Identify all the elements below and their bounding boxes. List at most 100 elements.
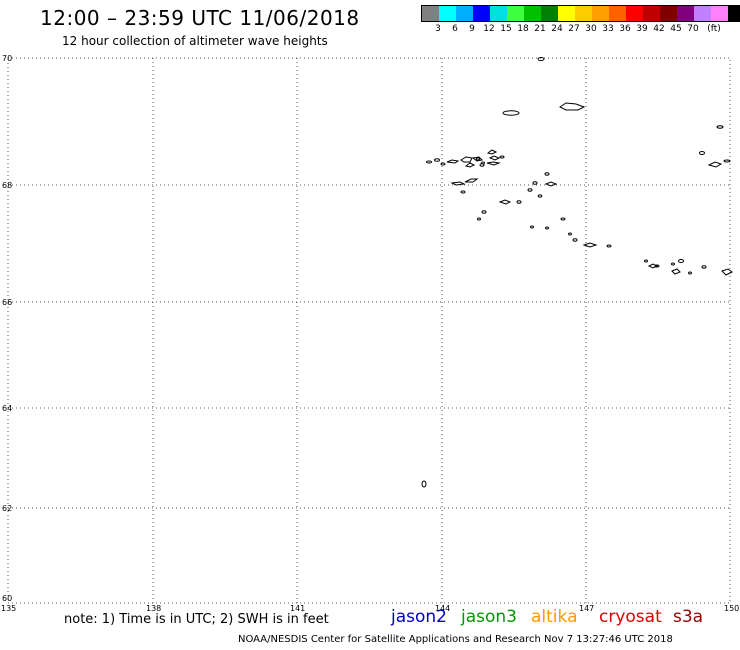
legend-swatch	[473, 6, 490, 21]
legend-label: 33	[602, 24, 614, 34]
island-outline	[464, 178, 479, 183]
island-outline	[559, 102, 586, 111]
legend-label: 39	[636, 24, 648, 34]
island-outline	[654, 264, 660, 268]
legend-swatch	[643, 6, 660, 21]
legend-s3a: s3a	[673, 607, 704, 627]
lat-label-62: 62	[2, 504, 12, 513]
island-outline	[464, 162, 476, 168]
island-outline	[688, 271, 692, 275]
frame-border	[7, 57, 731, 604]
lon-label-147: 147	[579, 604, 594, 613]
island-outline	[486, 161, 501, 166]
island-outline	[671, 268, 681, 275]
island-outline	[707, 161, 723, 168]
island-outline	[582, 242, 598, 248]
latitude-labels: 70 68 66 64 62 60	[2, 54, 12, 603]
lat-label-64: 64	[2, 404, 12, 413]
legend-label: 3	[435, 24, 441, 34]
island-outline	[486, 149, 498, 155]
legend-label: 24	[551, 24, 563, 34]
legend-swatch	[490, 6, 507, 21]
island-outline	[678, 259, 684, 263]
lat-label-60: 60	[2, 594, 12, 603]
lon-label-144: 144	[435, 604, 450, 613]
color-legend: 3 6 9 12 15 18 21 24 27 30 33 36 39 42 45 70 (ft)	[421, 5, 740, 36]
legend-swatch	[592, 6, 609, 21]
legend-swatch	[422, 6, 439, 21]
island-outline	[647, 263, 659, 269]
legend-label: 42	[653, 24, 665, 34]
legend-jason2: jason2	[391, 607, 447, 627]
island-outline	[532, 181, 538, 185]
legend-swatch	[575, 6, 592, 21]
lon-label-141: 141	[290, 604, 305, 613]
island-outline	[560, 217, 566, 221]
island-outline	[544, 181, 558, 187]
island-outline	[572, 238, 578, 242]
island-outline	[644, 259, 648, 263]
legend-swatch	[507, 6, 524, 21]
island-outline	[440, 162, 446, 166]
legend-swatch	[728, 6, 740, 21]
lon-label-138: 138	[146, 604, 161, 613]
legend-label: 36	[619, 24, 631, 34]
island-outline	[488, 155, 501, 161]
legend-label: 70	[687, 24, 699, 34]
island-outline	[537, 194, 543, 198]
island-outline	[671, 262, 675, 266]
island-outline	[477, 217, 481, 221]
legend-label: 18	[517, 24, 529, 34]
legend-swatch	[711, 6, 728, 21]
map-title: 12:00 – 23:59 UTC 11/06/2018	[40, 6, 360, 30]
legend-label: 15	[500, 24, 512, 34]
island-outline	[450, 181, 466, 186]
legend-label: 9	[469, 24, 475, 34]
legend-cryosat: cryosat	[599, 607, 662, 627]
island-outline	[426, 160, 432, 164]
legend-swatch	[677, 6, 694, 21]
island-outline	[516, 200, 522, 204]
legend-labels: 3 6 9 12 15 18 21 24 27 30 33 36 39 42 45 70 (ft)	[421, 22, 740, 36]
island-outline	[421, 480, 427, 488]
legend-swatch	[558, 6, 575, 21]
legend-swatches	[421, 5, 740, 22]
latitude-gridlines	[8, 184, 730, 509]
lat-label-70: 70	[2, 54, 12, 63]
legend-altika: altika	[531, 607, 578, 627]
legend-swatch	[626, 6, 643, 21]
legend-label: 27	[568, 24, 580, 34]
island-outline	[460, 156, 473, 163]
island-outline	[699, 151, 705, 155]
island-outline	[716, 125, 724, 129]
lat-label-68: 68	[2, 181, 12, 190]
lat-label-66: 66	[2, 298, 12, 307]
island-outline	[481, 210, 487, 214]
legend-swatch	[660, 6, 677, 21]
island-outline	[481, 161, 485, 165]
legend-swatch	[456, 6, 473, 21]
island-outline	[460, 190, 466, 194]
island-outline	[475, 157, 481, 161]
island-outline	[537, 57, 545, 61]
island-outline	[530, 225, 534, 229]
footnote: note: 1) Time is in UTC; 2) SWH is in fe…	[64, 612, 329, 627]
coastline-outlines	[421, 57, 733, 488]
island-outline	[723, 159, 731, 163]
lon-label-135: 135	[1, 604, 16, 613]
credit-footer: NOAA/NESDIS Center for Satellite Applica…	[238, 634, 673, 645]
island-outline	[446, 159, 460, 164]
island-outline	[568, 232, 572, 236]
island-outline	[502, 110, 520, 116]
longitude-gridlines	[152, 58, 587, 603]
island-outline	[701, 265, 707, 269]
legend-swatch	[439, 6, 456, 21]
island-outline	[545, 226, 549, 230]
island-outline	[721, 268, 733, 276]
map-subtitle: 12 hour collection of altimeter wave hei…	[62, 34, 328, 48]
lon-label-150: 150	[724, 604, 739, 613]
legend-swatch	[609, 6, 626, 21]
island-outline	[434, 158, 440, 162]
island-outline	[498, 199, 512, 205]
